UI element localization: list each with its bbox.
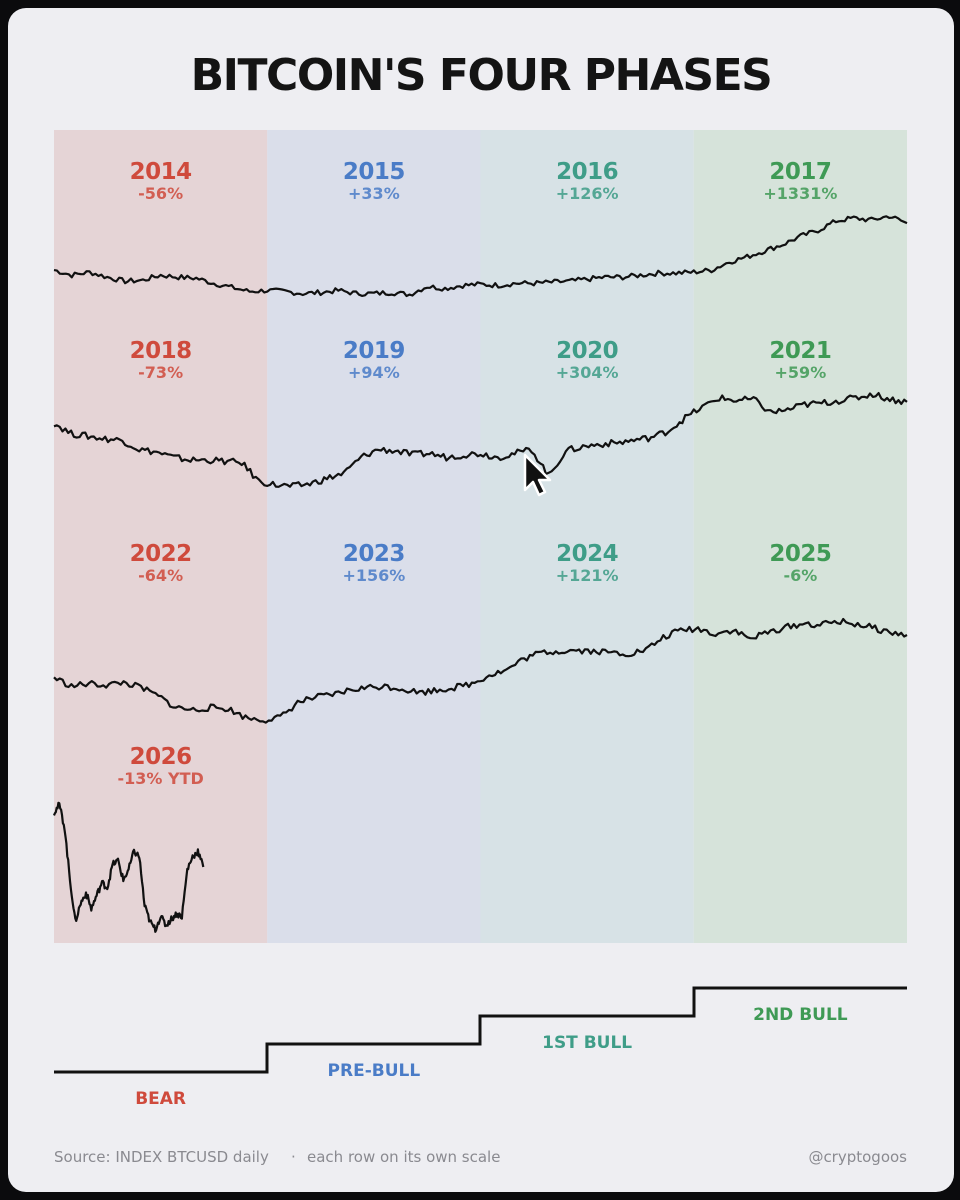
footer-separator: · (291, 1148, 296, 1166)
chart-svg: 2014-56%2015+33%2016+126%2017+1331%2018-… (52, 130, 908, 1166)
year-label-2018: 2018 (130, 338, 192, 364)
phase-bands (54, 130, 907, 943)
price-line-row-3 (53, 617, 908, 724)
phase-band-1 (54, 130, 268, 943)
phase-band-4 (693, 130, 907, 943)
phase-band-3 (480, 130, 694, 943)
phase-label-pre-bull: PRE-BULL (328, 1061, 421, 1081)
year-label-2024: 2024 (556, 541, 618, 567)
footer-handle: @cryptogoos (808, 1148, 907, 1166)
year-label-2020: 2020 (556, 338, 618, 364)
year-change-2022: -64% (138, 566, 183, 585)
price-line-row-1 (53, 215, 908, 298)
year-change-2020: +304% (556, 363, 619, 382)
mouse-cursor-icon (523, 453, 552, 497)
price-line-row-4 (52, 801, 205, 933)
footer-note: each row on its own scale (307, 1148, 500, 1166)
chart-title: BITCOIN'S FOUR PHASES (190, 50, 773, 101)
year-change-2026: -13% YTD (117, 769, 203, 788)
year-label-2017: 2017 (769, 159, 831, 185)
year-change-2024: +121% (556, 566, 619, 585)
phase-label-2nd-bull: 2ND BULL (753, 1005, 848, 1025)
year-change-2014: -56% (138, 184, 183, 203)
year-change-2023: +156% (342, 566, 405, 585)
footer-source: Source: INDEX BTCUSD daily (54, 1148, 269, 1166)
phase-labels: BEAR PRE-BULL 1ST BULL 2ND BULL (135, 1005, 848, 1109)
year-label-2023: 2023 (343, 541, 405, 567)
year-label-2025: 2025 (769, 541, 831, 567)
year-change-2017: +1331% (763, 184, 837, 203)
year-change-2021: +59% (775, 363, 827, 382)
year-change-2019: +94% (348, 363, 400, 382)
year-label-2014: 2014 (130, 159, 192, 185)
price-lines (52, 215, 908, 933)
year-change-2025: -6% (783, 566, 817, 585)
year-change-2015: +33% (348, 184, 400, 203)
year-labels: 2014-56%2015+33%2016+126%2017+1331%2018-… (117, 159, 837, 788)
year-label-2015: 2015 (343, 159, 405, 185)
year-label-2021: 2021 (769, 338, 831, 364)
phase-label-1st-bull: 1ST BULL (542, 1033, 632, 1053)
phase-label-bear: BEAR (135, 1089, 186, 1109)
chart-card: BITCOIN'S FOUR PHASES 2014 -56% 2015 +33% 20… (8, 8, 954, 1192)
year-change-2016: +126% (556, 184, 619, 203)
year-label-2016: 2016 (556, 159, 618, 185)
phase-staircase (54, 986, 907, 1074)
phase-band-2 (267, 130, 481, 943)
year-label-2026: 2026 (130, 744, 192, 770)
year-label-2022: 2022 (130, 541, 192, 567)
year-label-2019: 2019 (343, 338, 405, 364)
price-line-row-2 (53, 392, 908, 488)
year-change-2018: -73% (138, 363, 183, 382)
